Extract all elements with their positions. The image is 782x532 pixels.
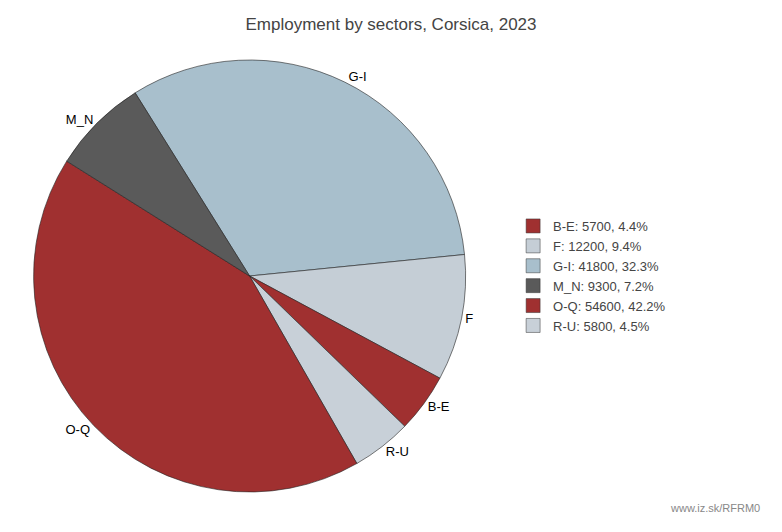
svg-text:F: 12200, 9.4%: F: 12200, 9.4% [553,239,642,254]
svg-text:G-I: G-I [349,69,367,84]
svg-text:O-Q: O-Q [65,422,90,437]
svg-text:F: F [465,311,473,326]
svg-text:O-Q: 54600, 42.2%: O-Q: 54600, 42.2% [553,299,665,314]
svg-text:G-I: 41800, 32.3%: G-I: 41800, 32.3% [553,259,659,274]
svg-text:B-E: B-E [428,399,450,414]
svg-text:M_N: M_N [66,112,93,127]
svg-text:M_N: 9300, 7.2%: M_N: 9300, 7.2% [553,279,654,294]
svg-text:www.iz.sk/RFRM0: www.iz.sk/RFRM0 [670,502,760,514]
svg-text:Employment by sectors, Corsica: Employment by sectors, Corsica, 2023 [245,15,536,34]
svg-text:R-U: 5800, 4.5%: R-U: 5800, 4.5% [553,319,650,334]
svg-text:B-E: 5700, 4.4%: B-E: 5700, 4.4% [553,219,648,234]
svg-text:R-U: R-U [386,444,409,459]
